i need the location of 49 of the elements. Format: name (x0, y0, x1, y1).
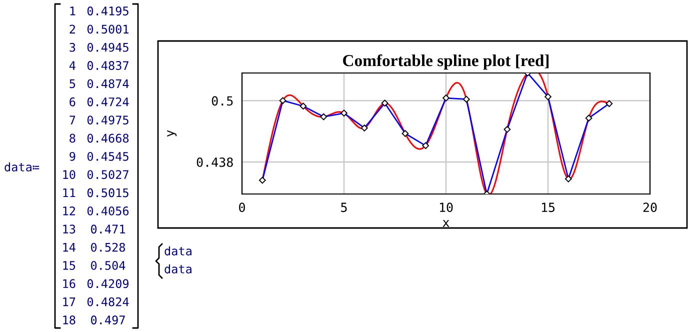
x-axis-title: x (442, 220, 450, 227)
text: 1 (70, 6, 76, 16)
text: 0.4209 (87, 279, 129, 288)
chart-title: Comfortable spline plot [red] (343, 54, 549, 70)
text: 16 (63, 279, 76, 288)
text: 6 (70, 97, 76, 106)
text: 5 (70, 79, 76, 88)
text: 0.504 (91, 261, 126, 270)
x-tick-label: 10 (440, 202, 453, 212)
text: data (164, 246, 192, 256)
text: 0.4724 (87, 97, 129, 106)
text: 0.4545 (87, 152, 128, 161)
x-tick-label: 0 (239, 202, 245, 212)
text: 0.4874 (87, 79, 129, 88)
text: 0.5001 (87, 24, 129, 34)
text: 0.471 (91, 224, 125, 234)
text: 12 (63, 206, 75, 216)
text: 0.528 (91, 242, 126, 252)
text: 18 (63, 316, 76, 324)
text: 0.5027 (87, 170, 128, 180)
text: 9 (70, 152, 76, 161)
text: 17 (63, 298, 76, 306)
text: 13 (63, 224, 76, 234)
text: 14 (63, 242, 76, 252)
text: 7 (70, 116, 76, 124)
y-tick-label: 0.5 (212, 96, 233, 106)
text: 3 (70, 42, 76, 52)
text: data≔ (4, 162, 40, 172)
text: 0.4668 (87, 134, 129, 143)
y-tick-label: 0.438 (196, 157, 233, 167)
text: 0.497 (91, 316, 125, 324)
text: 0.4056 (87, 206, 129, 216)
x-tick-label: 20 (643, 202, 657, 212)
y-axis-title: y (167, 130, 177, 137)
text: 0.4837 (87, 61, 128, 70)
text: 4 (69, 61, 76, 70)
x-tick-label: 15 (542, 202, 555, 212)
text: 0.4195 (87, 6, 128, 16)
text: 0.5015 (87, 188, 128, 198)
text: 15 (63, 261, 76, 270)
text: 0.4824 (87, 297, 129, 306)
text: data (164, 264, 192, 274)
text: 2 (70, 24, 75, 34)
text: 0.4945 (87, 42, 128, 52)
text: 8 (70, 134, 76, 143)
x-tick-label: 5 (341, 202, 347, 212)
text: 10 (63, 170, 76, 180)
text: 11 (63, 188, 76, 198)
text: 0.4975 (87, 116, 128, 125)
